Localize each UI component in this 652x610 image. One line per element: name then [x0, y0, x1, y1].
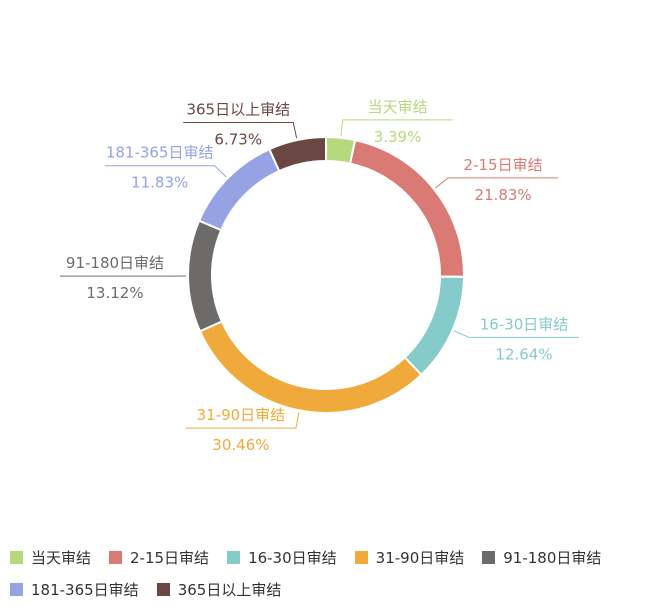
legend-swatch-4 [482, 551, 495, 564]
donut-slice-1[interactable] [350, 140, 464, 277]
legend-swatch-5 [10, 583, 23, 596]
donut-slice-4[interactable] [188, 221, 222, 332]
legend-swatch-2 [227, 551, 240, 564]
slice-label-name-0: 当天审结 [368, 98, 428, 116]
legend-item[interactable]: 181-365日审结 [10, 579, 139, 600]
legend-label: 181-365日审结 [31, 579, 139, 600]
legend: 当天审结 2-15日审结 16-30日审结 31-90日审结 91-180日审结… [10, 546, 650, 610]
legend-item[interactable]: 16-30日审结 [227, 547, 337, 568]
legend-label: 365日以上审结 [178, 579, 282, 600]
donut-slices [188, 137, 464, 413]
legend-item[interactable]: 365日以上审结 [157, 579, 282, 600]
legend-swatch-3 [355, 551, 368, 564]
legend-item[interactable]: 当天审结 [10, 547, 91, 568]
donut-slice-2[interactable] [405, 277, 464, 375]
slice-label-value-6: 6.73% [214, 130, 262, 148]
legend-swatch-6 [157, 583, 170, 596]
legend-label: 91-180日审结 [503, 547, 601, 568]
slice-label-name-5: 181-365日审结 [106, 144, 214, 162]
slice-label-value-0: 3.39% [374, 128, 422, 146]
legend-row-1: 当天审结 2-15日审结 16-30日审结 31-90日审结 91-180日审结 [10, 546, 650, 568]
slice-label-name-1: 2-15日审结 [464, 156, 543, 174]
legend-item[interactable]: 31-90日审结 [355, 547, 465, 568]
legend-row-2: 181-365日审结 365日以上审结 [10, 578, 650, 600]
slice-label-value-5: 11.83% [131, 174, 188, 192]
legend-item[interactable]: 2-15日审结 [109, 547, 209, 568]
legend-label: 31-90日审结 [376, 547, 465, 568]
slice-label-name-2: 16-30日审结 [480, 315, 569, 333]
legend-swatch-0 [10, 551, 23, 564]
legend-label: 当天审结 [31, 547, 91, 568]
legend-item[interactable]: 91-180日审结 [482, 547, 601, 568]
donut-chart: 当天审结 3.39% 2-15日审结 21.83% 16-30日审结 12.64% 31-9… [0, 0, 652, 540]
slice-label-value-4: 13.12% [86, 284, 143, 302]
slice-label-name-3: 31-90日审结 [197, 406, 286, 424]
legend-swatch-1 [109, 551, 122, 564]
donut-slice-6[interactable] [269, 137, 326, 171]
legend-label: 2-15日审结 [130, 547, 209, 568]
donut-slice-3[interactable] [200, 321, 421, 413]
slice-label-value-1: 21.83% [474, 186, 531, 204]
slice-label-value-3: 30.46% [212, 436, 269, 454]
slice-label-name-6: 365日以上审结 [186, 100, 290, 118]
slice-label-name-4: 91-180日审结 [66, 254, 164, 272]
legend-label: 16-30日审结 [248, 547, 337, 568]
slice-label-value-2: 12.64% [495, 345, 552, 363]
